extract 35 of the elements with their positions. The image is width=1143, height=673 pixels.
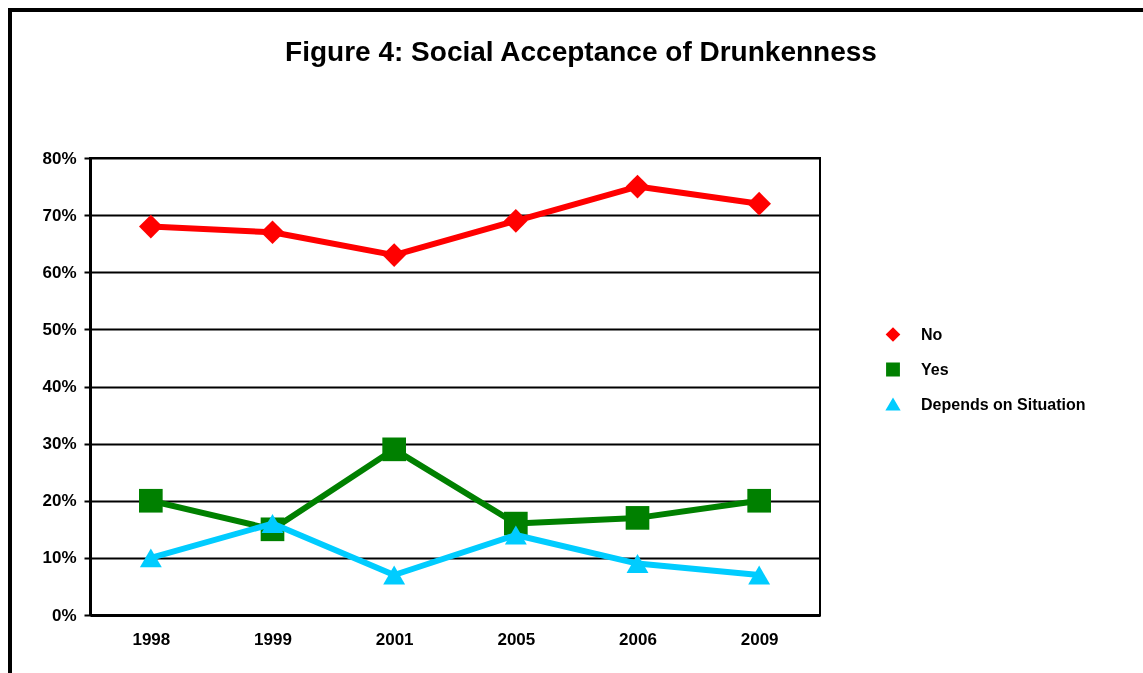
y-tick-label: 40% <box>42 377 77 396</box>
point <box>748 565 771 585</box>
y-tick-label: 50% <box>42 319 77 339</box>
y-tick-label: 70% <box>42 205 77 225</box>
legend-label: No <box>921 325 943 343</box>
y-tick-label: 0% <box>51 605 77 625</box>
legend-label: Depends on Situation <box>921 395 1086 413</box>
point <box>383 565 406 585</box>
point <box>261 514 284 534</box>
point <box>139 214 163 239</box>
x-tick-label: 2009 <box>740 629 779 649</box>
y-tick-label: 20% <box>42 491 77 511</box>
point <box>260 220 285 245</box>
x-tick-label: 2005 <box>497 629 536 649</box>
point <box>139 548 162 568</box>
y-tick-label: 80% <box>42 148 77 168</box>
point <box>625 506 650 530</box>
point <box>504 525 527 545</box>
point <box>382 243 406 267</box>
point <box>504 209 528 233</box>
point <box>139 488 163 513</box>
point <box>747 488 771 513</box>
x-tick-label: 2006 <box>619 629 657 649</box>
x-tick-label: 1999 <box>254 629 292 649</box>
y-tick-label: 30% <box>42 434 77 454</box>
point <box>747 191 771 216</box>
chart-title: Figure 4: Social Acceptance of Drunkenness <box>285 36 877 67</box>
x-tick-label: 2001 <box>375 629 414 649</box>
x-tick-label: 1998 <box>132 629 171 649</box>
point <box>382 437 406 462</box>
point <box>626 554 649 574</box>
point <box>625 174 650 199</box>
legend-label: Yes <box>921 360 949 378</box>
y-tick-label: 10% <box>42 548 77 568</box>
y-tick-label: 60% <box>42 262 77 282</box>
